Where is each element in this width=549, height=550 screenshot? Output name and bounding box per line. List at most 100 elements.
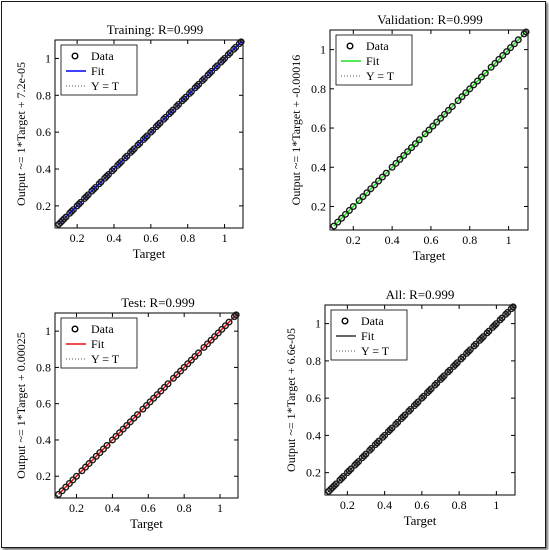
data-point <box>195 349 203 357</box>
data-point <box>373 439 381 447</box>
data-point <box>510 40 518 48</box>
y-tick-label: 0.2 <box>36 199 51 213</box>
data-point <box>217 58 225 66</box>
data-point <box>203 340 211 348</box>
x-tick-label: 0.4 <box>377 498 392 512</box>
data-point <box>73 202 81 210</box>
data-point <box>503 48 511 56</box>
data-point <box>174 101 182 109</box>
data-point <box>487 63 495 71</box>
data-point <box>371 181 379 189</box>
data-point <box>414 398 422 406</box>
x-tick-label: 1 <box>493 498 499 512</box>
data-point <box>351 461 359 469</box>
data-point <box>499 51 507 59</box>
data-point <box>330 222 338 230</box>
data-point <box>211 64 219 72</box>
data-point <box>95 180 103 188</box>
fit-line <box>328 306 514 492</box>
data-point <box>451 361 459 369</box>
data-point <box>438 374 446 382</box>
x-tick-label: 0.8 <box>452 498 467 512</box>
data-point <box>104 171 112 179</box>
x-tick-label: 1 <box>222 231 228 245</box>
data-point <box>446 366 454 374</box>
data-point <box>81 463 89 471</box>
data-point <box>382 169 390 177</box>
data-point <box>108 436 116 444</box>
data-point <box>200 343 208 351</box>
x-axis-label: Target <box>413 248 446 263</box>
data-point <box>73 472 81 480</box>
data-point <box>160 383 168 391</box>
data-point <box>89 456 97 464</box>
data-point <box>211 333 219 341</box>
data-point <box>230 45 238 53</box>
y-axis-label: Output ~= 1*Target + -0.00016 <box>289 55 303 206</box>
fit-line <box>58 41 242 225</box>
data-point <box>85 460 93 468</box>
data-point <box>444 106 452 114</box>
x-tick-label: 1 <box>217 501 223 515</box>
data-point <box>165 110 173 118</box>
chart-title: Training: R=0.999 <box>107 22 203 37</box>
data-point <box>68 207 76 215</box>
x-tick-label: 0.2 <box>340 498 355 512</box>
data-point <box>420 392 428 400</box>
data-point <box>101 174 109 182</box>
data-point <box>97 178 105 186</box>
data-point <box>167 108 175 116</box>
data-point <box>520 30 528 38</box>
data-point <box>164 380 172 388</box>
x-axis-label: Target <box>133 246 166 261</box>
data-point <box>404 148 412 156</box>
data-point <box>425 126 433 134</box>
data-point <box>123 421 131 429</box>
x-axis-label: Target <box>404 513 437 528</box>
data-point <box>459 353 467 361</box>
data-point <box>477 73 485 81</box>
data-point <box>353 459 361 467</box>
data-point <box>178 97 186 105</box>
x-axis-label: Target <box>130 516 163 531</box>
data-point <box>96 449 104 457</box>
data-point <box>375 177 383 185</box>
data-point <box>349 202 357 210</box>
data-point <box>156 119 164 127</box>
data-point <box>103 441 111 449</box>
data-point <box>401 411 409 419</box>
x-tick-label: 1 <box>506 233 512 247</box>
data-point <box>130 414 138 422</box>
data-point <box>191 353 199 361</box>
y-tick-label: 0.2 <box>36 469 51 483</box>
chart-panel-1: Training: R=0.999 0.2 0.4 0.6 0.8 1 0.2 0.4 0.6 0… <box>14 22 245 261</box>
y-tick-label: 1 <box>45 51 51 65</box>
data-point <box>470 342 478 350</box>
legend-data-marker <box>346 42 354 50</box>
data-point <box>386 426 394 434</box>
data-point <box>221 322 229 330</box>
data-point <box>90 185 98 193</box>
data-point <box>117 158 125 166</box>
data-point <box>338 474 346 482</box>
data-point <box>381 431 389 439</box>
data-point <box>492 320 500 328</box>
data-point <box>496 316 504 324</box>
data-point <box>325 487 333 495</box>
data-point <box>396 155 404 163</box>
legend-data-marker <box>71 325 79 333</box>
y-axis-label: Output ~= 1*Target + 7.2e-05 <box>14 62 28 206</box>
data-point <box>405 407 413 415</box>
data-point <box>474 77 482 85</box>
data-point <box>463 349 471 357</box>
data-point <box>66 209 74 217</box>
data-point <box>160 115 168 123</box>
legend-label-data: Data <box>366 39 389 53</box>
data-point <box>206 69 214 77</box>
data-point <box>80 195 88 203</box>
data-point <box>366 446 374 454</box>
data-point <box>509 303 517 311</box>
data-point <box>454 97 462 105</box>
data-point <box>485 327 493 335</box>
